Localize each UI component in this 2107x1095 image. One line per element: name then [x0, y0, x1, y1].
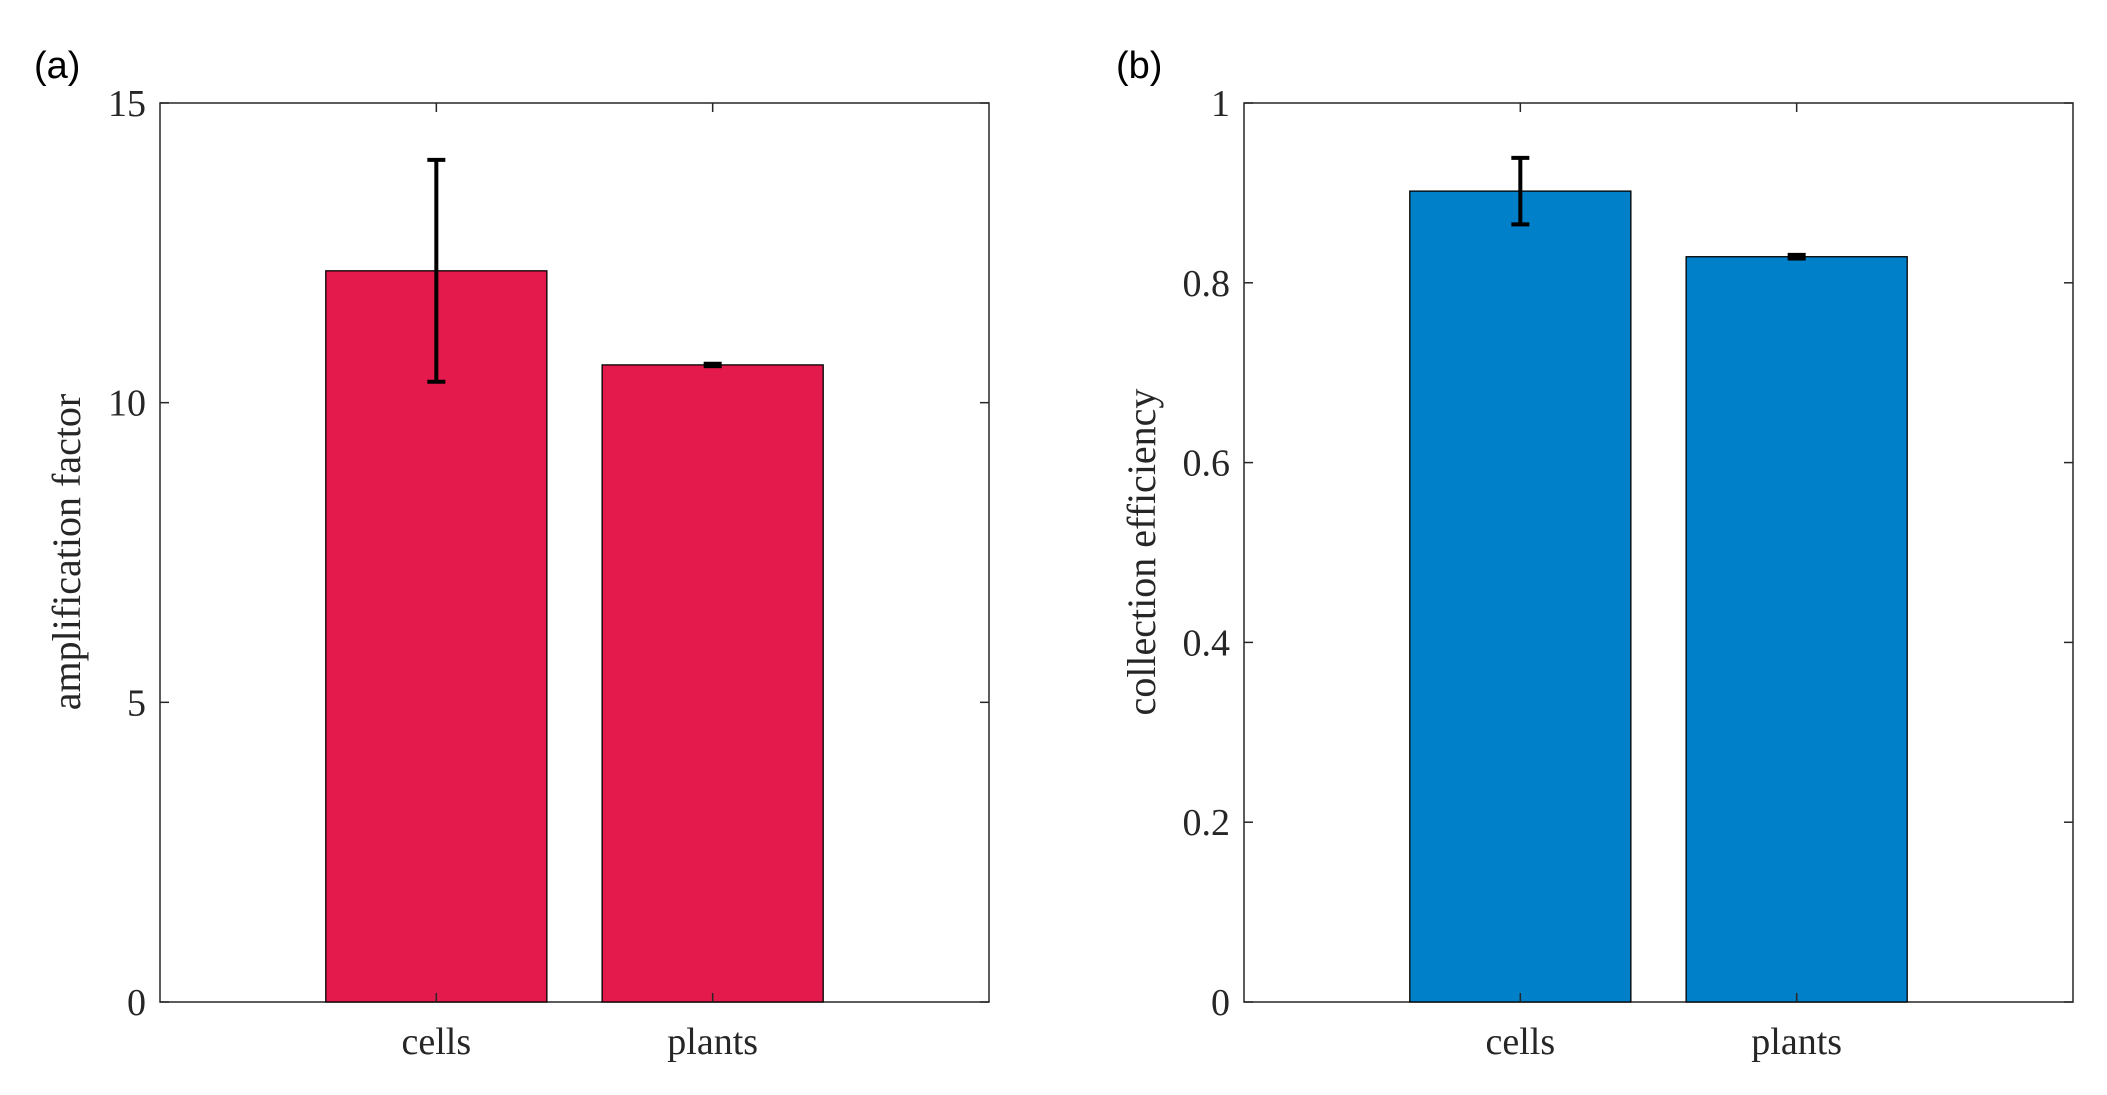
- panel-b-error-bars: [1511, 155, 1806, 261]
- x-tick-label-a-plants: plants: [667, 1021, 758, 1063]
- panel-a-label: (a): [34, 45, 80, 87]
- panel-a-error-bars: [427, 157, 722, 384]
- y-tick-label-b-3: 0.6: [1183, 443, 1231, 485]
- y-tick-label-b-1: 0.2: [1183, 802, 1231, 844]
- panel-b-label: (b): [1116, 45, 1162, 87]
- x-tick-label-b-plants: plants: [1751, 1021, 1842, 1063]
- bar-b-cells: [1409, 190, 1632, 1003]
- error-bar-b-cells: [1511, 155, 1530, 227]
- bar-b-plants: [1685, 256, 1908, 1003]
- y-tick-label-a-3: 15: [108, 83, 146, 125]
- panel-b: (b) 0 0.2 0.4 0.6 0.8 1 cells plants collectio…: [1116, 45, 2074, 1063]
- x-tick-label-a-cells: cells: [402, 1021, 472, 1063]
- y-tick-label-b-4: 0.8: [1183, 263, 1231, 305]
- panel-a-x-ticks: cells plants: [402, 103, 758, 1063]
- bar-a-cells: [325, 270, 548, 1003]
- error-bar-b-plants: [1787, 252, 1806, 261]
- panel-a-y-ticks: 0 5 10 15: [108, 83, 989, 1024]
- y-tick-label-a-2: 10: [108, 383, 146, 425]
- y-tick-label-a-1: 5: [127, 682, 146, 724]
- error-bar-a-plants: [703, 361, 722, 369]
- bar-a-plants: [601, 364, 824, 1003]
- y-tick-label-b-0: 0: [1211, 982, 1230, 1024]
- panel-a-bars: [325, 270, 824, 1003]
- y-tick-label-b-2: 0.4: [1183, 622, 1231, 664]
- panel-a-y-axis-title: amplification factor: [44, 394, 89, 711]
- y-tick-label-b-5: 1: [1211, 83, 1230, 125]
- panel-b-bars: [1409, 190, 1908, 1003]
- error-bar-a-cells: [427, 157, 446, 384]
- panel-b-x-ticks: cells plants: [1486, 103, 1842, 1063]
- x-tick-label-b-cells: cells: [1486, 1021, 1556, 1063]
- panel-a-axes-box: [159, 102, 990, 1003]
- panel-b-y-axis-title: collection efficiency: [1119, 389, 1164, 716]
- y-tick-label-a-0: 0: [127, 982, 146, 1024]
- panel-b-axes-box: [1243, 102, 2074, 1003]
- panel-b-y-ticks: 0 0.2 0.4 0.6 0.8 1: [1183, 83, 2073, 1024]
- panel-a: (a) 0 5 10 15 cells plants amplification fac…: [34, 45, 990, 1063]
